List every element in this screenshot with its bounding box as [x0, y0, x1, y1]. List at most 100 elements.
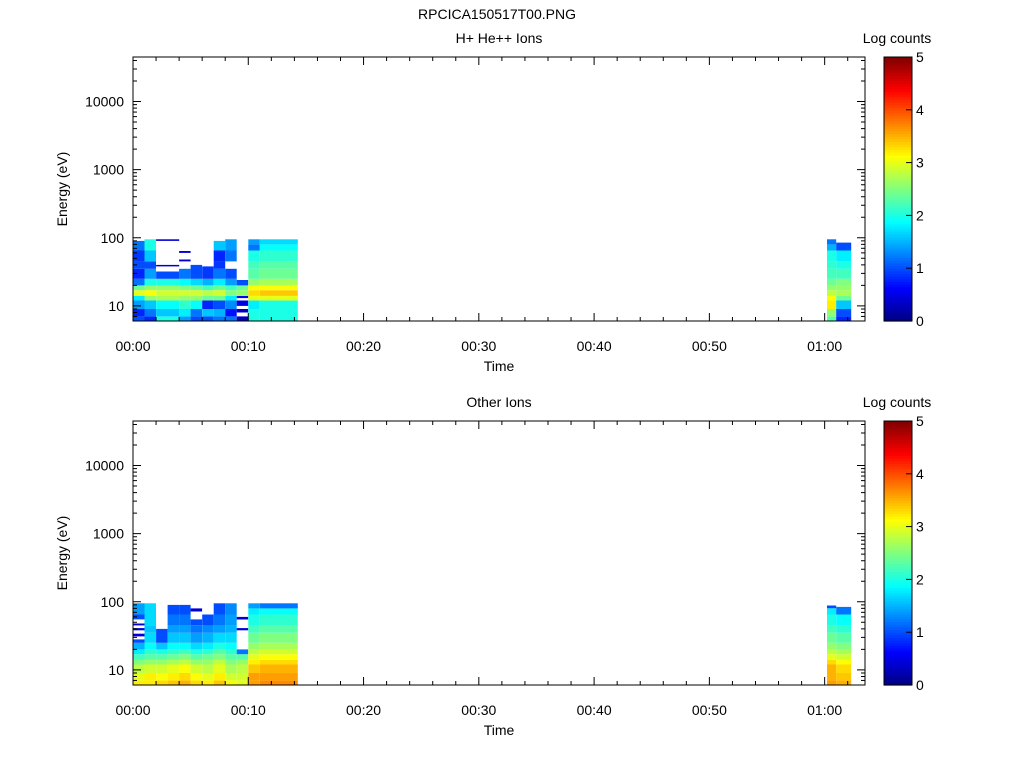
heatmap-cell: [133, 290, 145, 296]
colorbar-swatch: [884, 648, 912, 652]
colorbar-swatch: [884, 109, 912, 114]
heatmap-cell: [213, 625, 226, 633]
colorbar-swatch: [884, 276, 912, 280]
colorbar-swatch: [884, 149, 912, 153]
heatmap-cell: [259, 250, 298, 262]
colorbar-tick-label: 2: [916, 571, 924, 587]
heatmap-cell: [827, 608, 837, 615]
heatmap-cell: [133, 642, 145, 650]
heatmap-cell: [827, 614, 837, 626]
heatmap-cell: [144, 278, 156, 286]
heatmap-cell: [225, 603, 237, 615]
colorbar-swatch: [884, 173, 912, 177]
colorbar-swatch: [884, 619, 912, 623]
heatmap-cell: [225, 664, 237, 673]
heatmap-cell: [179, 251, 191, 253]
colorbar-swatch: [884, 244, 912, 248]
colorbar-swatch: [884, 510, 912, 514]
heatmap-cell: [144, 632, 156, 643]
heatmap-cell: [259, 654, 298, 660]
colorbar-swatch: [884, 455, 912, 459]
colorbar-swatch: [884, 220, 912, 224]
colorbar-swatch: [884, 310, 912, 314]
heatmap-cell: [836, 654, 852, 660]
colorbar-swatch: [884, 597, 912, 602]
colorbar-swatch: [884, 605, 912, 610]
heatmap-cell: [827, 239, 837, 245]
heatmap-cell: [156, 680, 168, 685]
heatmap-cell: [259, 608, 298, 615]
y-tick-label: 100: [101, 230, 125, 246]
heatmap-cell: [827, 309, 837, 317]
heatmap-cell: [144, 268, 156, 279]
colorbar-swatch: [884, 481, 912, 485]
colorbar-swatch: [884, 189, 912, 193]
heatmap-cell: [236, 628, 249, 631]
heatmap-cell: [248, 300, 260, 309]
heatmap-cell: [202, 632, 214, 643]
colorbar-swatch: [884, 642, 912, 646]
colorbar-swatch: [884, 489, 912, 493]
heatmap-cell: [202, 316, 214, 321]
colorbar-swatch: [884, 249, 912, 253]
heatmap-cell: [827, 625, 837, 633]
heatmap-cell: [259, 244, 298, 251]
heatmap-cells: [133, 603, 852, 685]
colorbar-swatch: [884, 626, 912, 631]
heatmap-cell: [202, 278, 214, 286]
heatmap-cell: [179, 278, 191, 286]
colorbar-swatch: [884, 72, 912, 77]
heatmap-cell: [144, 642, 156, 650]
colorbar-swatch: [884, 637, 912, 641]
colorbar-swatch: [884, 70, 912, 74]
heatmap-cell: [167, 614, 180, 626]
colorbar-swatch: [884, 236, 912, 240]
colorbar-tick-label: 5: [916, 49, 924, 65]
colorbar-swatch: [884, 457, 912, 462]
colorbar-swatch: [884, 260, 912, 264]
colorbar-swatch: [884, 178, 912, 182]
colorbar-swatch: [884, 531, 912, 536]
heatmap-cell: [156, 300, 180, 309]
heatmap-cell: [190, 290, 203, 296]
y-tick-label: 10000: [85, 458, 124, 474]
colorbar-swatch: [884, 516, 912, 520]
heatmap-cell: [836, 642, 852, 650]
heatmap-cell: [156, 309, 180, 317]
x-tick-label: 00:30: [461, 702, 496, 718]
heatmap-cell: [225, 316, 237, 321]
colorbar-swatch: [884, 241, 912, 246]
heatmap-cell: [144, 290, 156, 296]
heatmap-cell: [259, 680, 298, 685]
colorbar-swatch: [884, 278, 912, 282]
heatmap-cell: [836, 278, 852, 286]
colorbar-swatch: [884, 645, 912, 649]
x-tick-label: 00:40: [577, 702, 612, 718]
heatmap-cell: [236, 280, 249, 286]
heatmap-cell: [179, 654, 191, 660]
colorbar-swatch: [884, 621, 912, 625]
colorbar-swatch: [884, 99, 912, 103]
heatmap-cell: [213, 654, 226, 660]
colorbar-swatch: [884, 595, 912, 599]
colorbar-swatch: [884, 421, 912, 425]
heatmap-cell: [225, 239, 237, 251]
y-tick-label: 100: [101, 594, 125, 610]
colorbar-swatch: [884, 608, 912, 612]
heatmap-cell: [225, 625, 237, 633]
colorbar-swatch: [884, 468, 912, 472]
heatmap-cell: [167, 632, 180, 643]
heatmap-cell: [190, 680, 203, 685]
heatmap-cell: [836, 606, 852, 615]
heatmap-cell: [259, 603, 298, 609]
heatmap-cell: [213, 278, 226, 286]
heatmap-cell: [167, 642, 180, 650]
heatmap-cell: [259, 664, 298, 673]
colorbar-swatch: [884, 658, 912, 662]
colorbar-swatch: [884, 655, 912, 660]
colorbar-swatch: [884, 553, 912, 557]
x-tick-label: 00:50: [692, 338, 727, 354]
heatmap-cell: [144, 295, 156, 301]
heatmap-cell: [144, 250, 156, 262]
colorbar-swatch: [884, 487, 912, 491]
